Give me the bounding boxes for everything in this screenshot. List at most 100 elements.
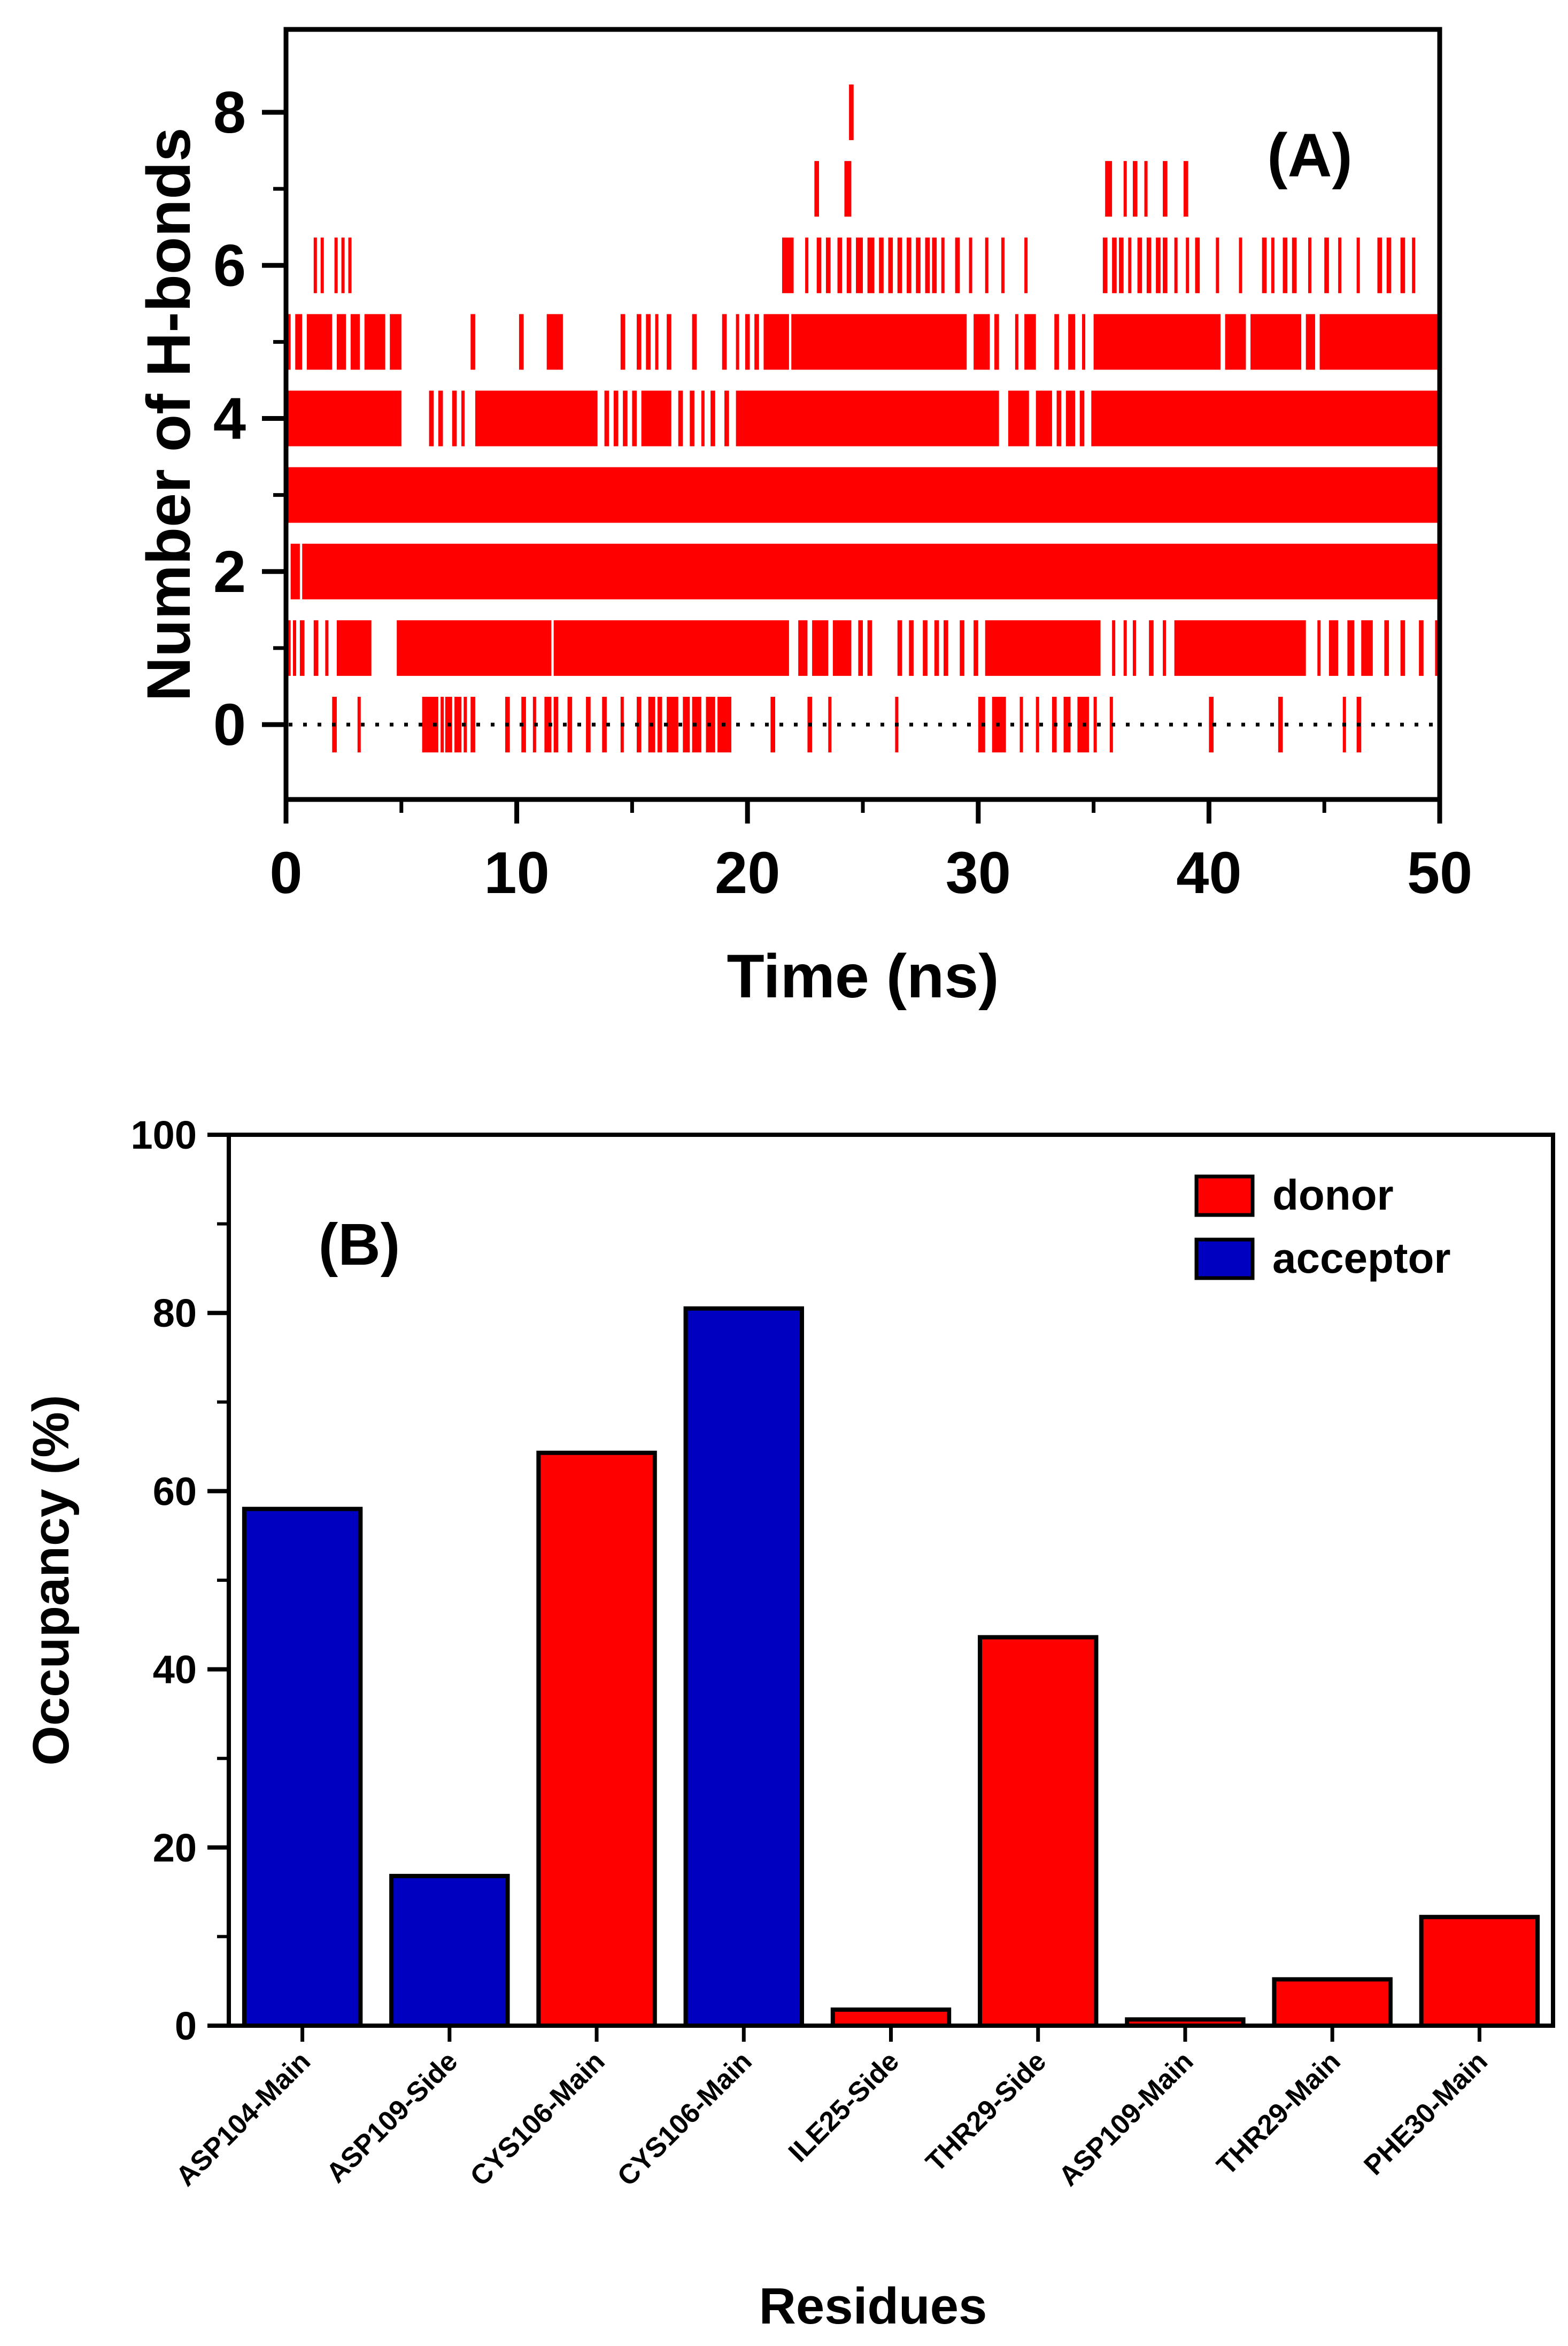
hbond-marker-level-1 bbox=[292, 620, 296, 676]
hbond-marker-level-6 bbox=[341, 237, 345, 294]
hbond-marker-level-6 bbox=[1271, 237, 1275, 294]
hbond-marker-level-1 bbox=[1112, 620, 1116, 676]
hbond-marker-level-6 bbox=[782, 237, 794, 294]
hbond-marker-level-7 bbox=[1123, 161, 1127, 217]
hbond-marker-level-1 bbox=[397, 620, 552, 676]
hbond-marker-level-4 bbox=[1036, 390, 1052, 447]
hbond-marker-level-6 bbox=[1283, 237, 1288, 294]
hbond-marker-level-4 bbox=[286, 390, 401, 447]
hbond-marker-level-7 bbox=[814, 161, 819, 217]
hbond-marker-level-6 bbox=[879, 237, 884, 294]
hbond-marker-level-0 bbox=[553, 697, 559, 752]
hbond-marker-level-4 bbox=[461, 390, 465, 447]
hbond-marker-level-6 bbox=[1195, 237, 1200, 294]
x-category-label: THR29-Main bbox=[1211, 2045, 1346, 2181]
hbond-marker-level-0 bbox=[770, 697, 775, 752]
hbond-marker-level-6 bbox=[1239, 237, 1242, 294]
hbond-marker-level-6 bbox=[1377, 237, 1382, 294]
x-tick-label-a: 10 bbox=[484, 840, 549, 906]
x-tick-label-a: 50 bbox=[1407, 840, 1472, 906]
y-tick-label-b: 0 bbox=[175, 2004, 197, 2048]
hbond-marker-level-6 bbox=[916, 237, 921, 294]
y-tick-label-a: 0 bbox=[213, 692, 246, 758]
hbond-marker-level-6 bbox=[805, 237, 809, 294]
hbond-marker-level-6 bbox=[1308, 237, 1311, 294]
hbond-marker-level-5 bbox=[974, 314, 990, 370]
hbond-marker-level-4 bbox=[1065, 390, 1076, 447]
hbond-marker-level-4 bbox=[1008, 390, 1029, 447]
hbond-marker-level-4 bbox=[641, 390, 671, 447]
hbond-marker-level-0 bbox=[470, 697, 475, 752]
hbond-marker-level-0 bbox=[357, 697, 361, 752]
hbond-marker-level-1 bbox=[1347, 620, 1355, 676]
hbond-marker-level-1 bbox=[832, 620, 852, 676]
hbond-marker-level-1 bbox=[960, 620, 964, 676]
bar-cys106-main bbox=[536, 1450, 657, 2028]
hbond-marker-level-6 bbox=[1001, 237, 1005, 294]
hbond-marker-level-4 bbox=[678, 390, 683, 447]
bar-asp104-main bbox=[242, 1506, 363, 2028]
hbond-marker-level-6 bbox=[1386, 237, 1392, 294]
hbond-marker-level-5 bbox=[763, 314, 789, 370]
bar-cys106-main bbox=[683, 1306, 804, 2028]
x-axis-ticks-a: 0 10 20 30 40 50 bbox=[269, 799, 1472, 906]
hbond-marker-level-6 bbox=[1102, 237, 1108, 294]
hbond-marker-level-6 bbox=[1338, 237, 1342, 294]
hbond-marker-level-6 bbox=[846, 237, 852, 294]
y-axis-title-a: Number of H-bonds bbox=[135, 127, 203, 701]
x-category-label: ASP109-Main bbox=[1053, 2045, 1199, 2192]
hbond-marker-level-6 bbox=[320, 237, 324, 294]
hbond-marker-level-0 bbox=[683, 697, 690, 752]
hbond-marker-level-1 bbox=[1123, 620, 1127, 676]
hbond-marker-level-1 bbox=[858, 620, 863, 676]
hbond-marker-level-6 bbox=[1216, 237, 1219, 294]
hbond-marker-level-6 bbox=[1356, 237, 1360, 294]
hbond-marker-level-6 bbox=[1412, 237, 1416, 294]
hbond-marker-level-5 bbox=[994, 314, 999, 370]
hbond-marker-level-1 bbox=[974, 620, 978, 676]
hbond-marker-level-5 bbox=[692, 314, 697, 370]
hbond-marker-level-6 bbox=[1137, 237, 1142, 294]
y-tick-label-b: 80 bbox=[153, 1291, 197, 1335]
hbond-marker-level-0 bbox=[692, 697, 701, 752]
hbond-marker-level-6 bbox=[1112, 237, 1117, 294]
hbond-marker-level-2 bbox=[290, 543, 300, 599]
hbond-marker-level-6 bbox=[1128, 237, 1132, 294]
x-tick-label-a: 30 bbox=[946, 840, 1011, 906]
hbond-marker-level-0 bbox=[1036, 697, 1039, 752]
hbond-marker-level-0 bbox=[544, 697, 552, 752]
bar-ile25-side bbox=[830, 2007, 952, 2028]
hbond-marker-level-0 bbox=[586, 697, 591, 752]
hbond-marker-level-1 bbox=[923, 620, 928, 676]
hbond-marker-level-3 bbox=[286, 467, 1440, 523]
hbond-marker-level-6 bbox=[1024, 237, 1028, 294]
hbond-marker-level-1 bbox=[1400, 620, 1405, 676]
hbond-marker-level-5 bbox=[736, 314, 739, 370]
hbond-marker-level-2 bbox=[302, 543, 1440, 599]
hbond-marker-level-4 bbox=[452, 390, 457, 447]
hbond-marker-level-4 bbox=[724, 390, 729, 447]
legend: donor acceptor bbox=[1194, 1171, 1450, 1282]
x-axis-categories-b: ASP104-Main ASP109-Side CYS106-Main CYS106-… bbox=[170, 2026, 1494, 2192]
x-category-label: CYS106-Main bbox=[612, 2045, 758, 2192]
hbond-marker-level-1 bbox=[1361, 620, 1373, 676]
hbond-marker-level-1 bbox=[1419, 620, 1424, 676]
y-tick-label-a: 4 bbox=[213, 386, 246, 452]
hbond-marker-level-6 bbox=[1186, 237, 1189, 294]
hbond-marker-level-7 bbox=[1132, 161, 1138, 217]
hbond-marker-level-0 bbox=[1209, 697, 1214, 752]
hbond-marker-level-1 bbox=[985, 620, 1101, 676]
x-tick-label-a: 20 bbox=[715, 840, 780, 906]
hbond-marker-level-1 bbox=[909, 620, 914, 676]
hbond-marker-level-1 bbox=[1328, 620, 1339, 676]
hbond-marker-level-5 bbox=[519, 314, 524, 370]
hbond-marker-level-6 bbox=[1146, 237, 1152, 294]
hbond-marker-level-6 bbox=[348, 237, 352, 294]
hbond-marker-level-4 bbox=[710, 390, 715, 447]
hbond-marker-level-5 bbox=[745, 314, 750, 370]
hbond-marker-level-5 bbox=[1082, 314, 1086, 370]
y-tick-label-b: 20 bbox=[153, 1826, 197, 1870]
hbond-marker-level-6 bbox=[334, 237, 338, 294]
